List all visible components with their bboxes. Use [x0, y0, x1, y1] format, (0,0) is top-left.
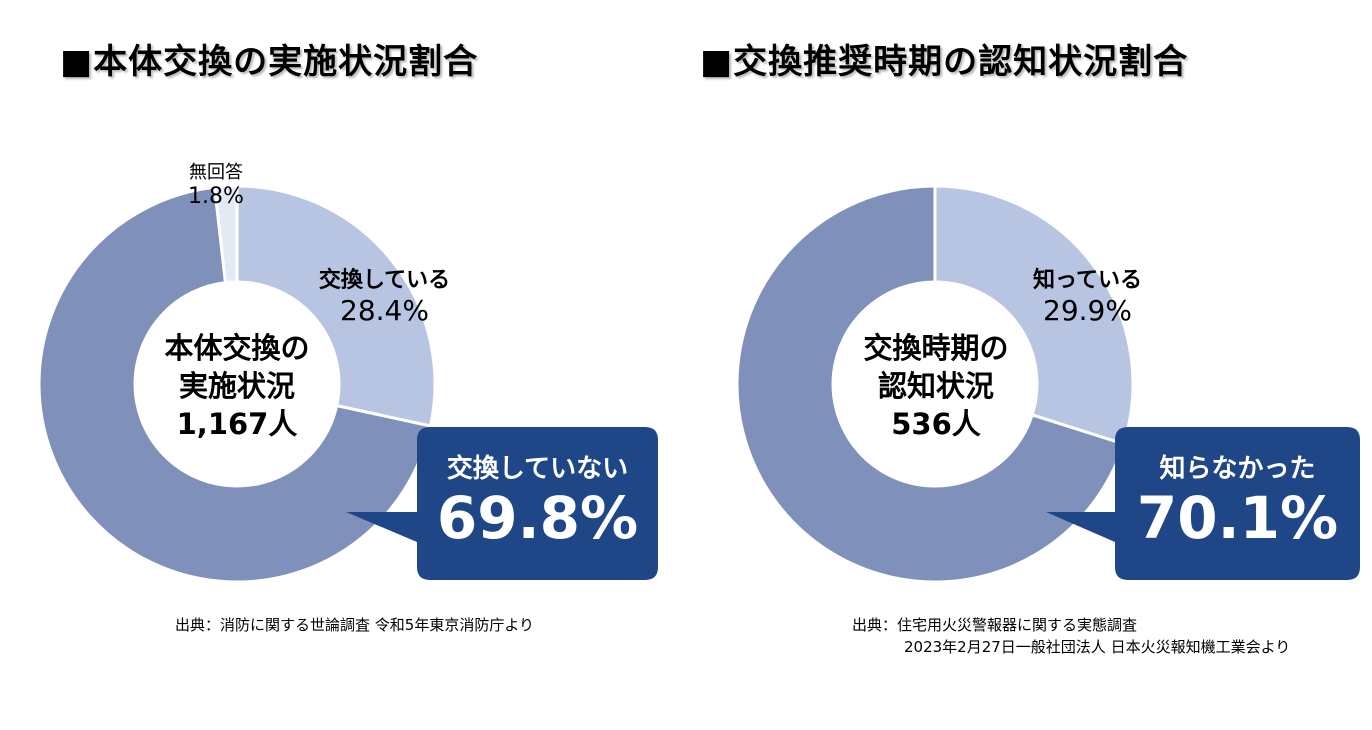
label-mukaitou: 無回答 1.8% — [188, 158, 244, 209]
chart-2-center-line-3: 536人 — [891, 407, 981, 441]
chart-2-donut — [735, 184, 1135, 584]
chart-2-source-line-1: 出典：住宅用火災警報器に関する実態調査 — [852, 616, 1138, 634]
callout-shiranakatta: 知らなかった 70.1% — [1115, 452, 1360, 550]
callout-koukan-shiteinai: 交換していない 69.8% — [417, 452, 658, 550]
callout-shiranakatta-name: 知らなかった — [1159, 454, 1316, 484]
label-shitteiru-value: 29.9% — [1043, 294, 1132, 327]
callout-koukan-shiteinai-name: 交換していない — [446, 454, 629, 484]
chart-1-center-label: 本体交換の 実施状況 1,167人 — [137, 329, 337, 443]
chart-1-source: 出典：消防に関する世論調査 令和5年東京消防庁より — [175, 614, 534, 636]
chart-2-source: 出典：住宅用火災警報器に関する実態調査 2023年2月27日一般社団法人 日本火… — [852, 614, 1290, 658]
chart-2-center-label: 交換時期の 認知状況 536人 — [836, 329, 1036, 443]
chart-1-center-line-2: 実施状況 — [178, 369, 295, 403]
chart-1-callout-box — [346, 427, 658, 580]
chart-2-title: ■交換推奨時期の認知状況割合 — [700, 42, 1189, 82]
label-koukan-shiteiru-value: 28.4% — [340, 294, 429, 327]
chart-1-center-line-1: 本体交換の — [164, 331, 310, 365]
chart-2-center-line-1: 交換時期の — [863, 331, 1009, 365]
chart-1-title: ■本体交換の実施状況割合 — [60, 42, 479, 82]
slice-shitteiru — [933, 184, 1135, 446]
chart-2-center-line-2: 認知状況 — [877, 369, 994, 403]
label-shitteiru-name: 知っている — [1033, 268, 1142, 293]
slice-koukan-shiteiru — [235, 184, 437, 428]
label-shitteiru: 知っている 29.9% — [1005, 262, 1170, 327]
label-mukaitou-name: 無回答 — [188, 162, 243, 183]
chart-1-donut — [37, 184, 437, 584]
chart-2-callout-box — [1046, 427, 1360, 580]
chart-2-source-line-2: 2023年2月27日一般社団法人 日本火災報知機工業会より — [904, 638, 1291, 656]
callout-koukan-shiteinai-value: 69.8% — [436, 484, 639, 552]
chart-1-source-line-1: 出典：消防に関する世論調査 令和5年東京消防庁より — [175, 616, 535, 634]
slice-koukan-shiteinai — [37, 185, 433, 584]
slice-shiranakatta — [735, 184, 1126, 584]
slice-mukaitou — [212, 184, 239, 285]
callout-shiranakatta-value: 70.1% — [1136, 484, 1339, 552]
label-koukan-shiteiru: 交換している 28.4% — [302, 262, 467, 327]
label-koukan-shiteiru-name: 交換している — [318, 268, 451, 293]
label-mukaitou-value: 1.8% — [188, 184, 244, 209]
chart-1-center-line-3: 1,167人 — [176, 407, 298, 441]
